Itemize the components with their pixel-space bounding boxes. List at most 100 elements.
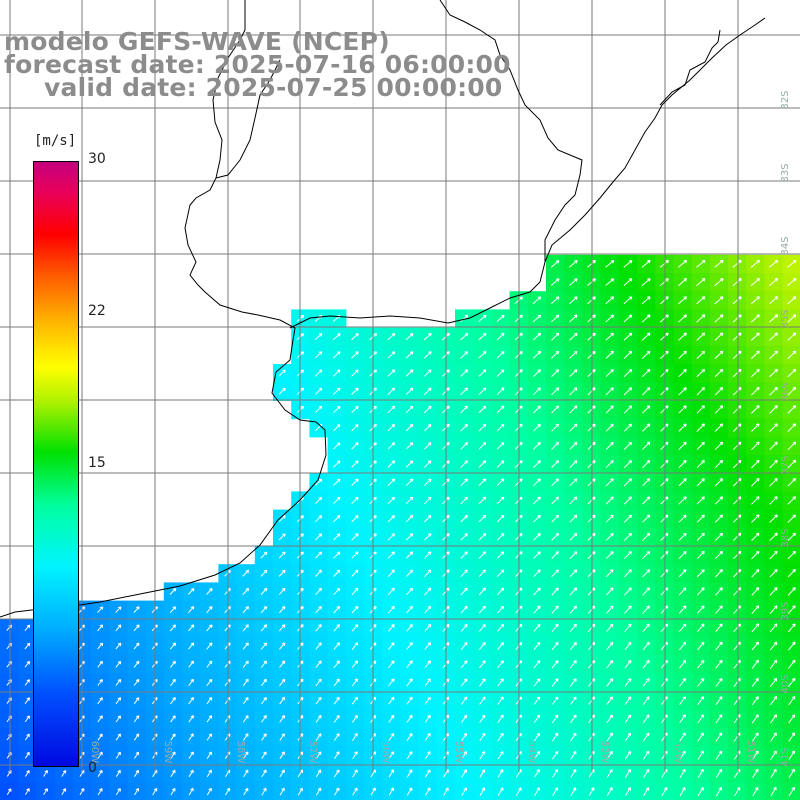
wind-arrow: [715, 732, 723, 742]
wind-arrow: [769, 423, 778, 432]
wind-arrow: [642, 496, 651, 505]
wind-arrow: [623, 423, 632, 432]
wind-arrow: [315, 751, 322, 760]
wind-arrow: [315, 496, 323, 504]
wind-arrow: [623, 260, 633, 268]
wind-arrow: [242, 587, 250, 595]
wind-arrow: [751, 587, 760, 596]
wind-arrow: [751, 732, 759, 742]
wind-arrow: [697, 696, 705, 706]
wind-arrow: [787, 496, 796, 505]
wind-arrow: [732, 259, 742, 268]
wind-arrow: [659, 314, 669, 323]
wind-arrow: [478, 533, 487, 541]
wind-arrow: [478, 405, 487, 414]
wind-arrow: [460, 569, 468, 578]
wind-arrow: [641, 350, 651, 359]
wind-arrow: [715, 587, 723, 596]
wind-arrow: [351, 714, 358, 723]
wind-arrow: [642, 514, 651, 523]
wind-arrow: [351, 642, 359, 650]
wind-arrow: [605, 260, 615, 268]
wind-arrow: [788, 732, 796, 742]
wind-arrow: [532, 296, 542, 305]
wind-arrow: [642, 551, 651, 560]
wind-arrow: [406, 660, 413, 669]
wind-arrow: [405, 387, 414, 395]
wind-arrow: [769, 696, 778, 706]
wind-arrow: [788, 659, 796, 669]
wind-arrow: [460, 660, 468, 669]
wind-arrow: [551, 332, 560, 341]
wind-speed-colorbar: [33, 161, 79, 767]
wind-arrow: [388, 733, 395, 741]
wind-arrow: [332, 333, 341, 341]
wind-arrow: [387, 333, 396, 341]
wind-arrow: [497, 696, 504, 705]
wind-arrow: [787, 350, 797, 360]
wind-arrow: [605, 296, 615, 305]
wind-arrow: [24, 715, 30, 723]
latitude-label: 33S: [780, 163, 791, 182]
wind-arrow: [278, 387, 286, 395]
wind-arrow: [714, 405, 724, 414]
wind-arrow: [697, 623, 705, 633]
wind-arrow: [97, 679, 103, 686]
wind-arrow: [387, 423, 396, 432]
wind-arrow: [660, 441, 669, 450]
coastline: [0, 0, 766, 618]
wind-arrow: [497, 751, 504, 760]
wind-arrow: [61, 769, 67, 777]
wind-arrow: [479, 732, 486, 742]
wind-arrow: [170, 769, 176, 778]
wind-arrow: [769, 659, 778, 669]
wind-arrow: [769, 350, 778, 360]
wind-arrow: [169, 588, 177, 595]
wind-arrow: [497, 642, 504, 651]
wind-arrow: [170, 715, 176, 723]
wind-arrow: [478, 387, 487, 396]
wind-arrow: [605, 369, 614, 378]
wind-arrow: [243, 769, 249, 778]
wind-arrow: [315, 642, 322, 650]
wind-arrow: [387, 496, 395, 505]
wind-arrow: [97, 642, 104, 650]
wind-arrow: [479, 787, 486, 796]
wind-arrow: [424, 623, 432, 632]
wind-arrow: [532, 332, 542, 341]
wind-arrow: [678, 569, 687, 578]
wind-arrow: [624, 551, 632, 560]
wind-arrow: [388, 787, 394, 796]
wind-arrow: [206, 588, 213, 595]
wind-arrow: [515, 787, 522, 796]
wind-arrow: [569, 623, 577, 632]
wind-arrow: [787, 405, 797, 414]
wind-arrow: [732, 387, 742, 396]
wind-arrow: [188, 751, 194, 759]
wind-arrow: [696, 478, 705, 487]
wind-arrow: [333, 405, 341, 414]
wind-arrow: [424, 460, 432, 468]
wind-arrow: [297, 787, 303, 796]
latitude-label: 34S: [780, 236, 791, 255]
wind-arrow: [624, 714, 632, 724]
wind-arrow: [569, 387, 578, 396]
latitude-label: 35S: [780, 309, 791, 328]
wind-arrow: [115, 697, 122, 705]
wind-arrow: [388, 696, 395, 705]
wind-arrow: [532, 350, 542, 359]
wind-arrow: [696, 314, 706, 323]
wind-arrow: [351, 515, 359, 523]
wind-arrow: [642, 605, 650, 614]
colorbar-tick-0: 0: [88, 760, 97, 776]
wind-arrow: [533, 514, 541, 523]
wind-arrow: [333, 769, 340, 778]
wind-arrow: [315, 569, 322, 577]
colorbar-tick-30: 30: [88, 151, 106, 167]
wind-arrow: [769, 587, 778, 596]
wind-arrow: [242, 569, 250, 577]
wind-arrow: [478, 605, 486, 614]
wind-arrow: [732, 278, 742, 287]
wind-arrow: [533, 732, 540, 742]
